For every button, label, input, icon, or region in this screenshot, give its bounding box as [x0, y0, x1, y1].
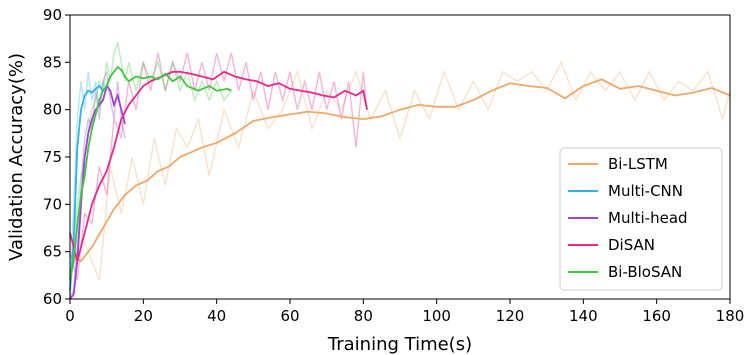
series-line-disan — [69, 70, 368, 265]
legend-label-disan: DiSAN — [608, 236, 655, 254]
x-tick-label: 60 — [280, 307, 299, 325]
legend-box — [559, 147, 723, 291]
y-tick-label: 65 — [43, 243, 62, 261]
x-tick-label: 20 — [134, 307, 153, 325]
smoothed-series-layer — [69, 65, 731, 300]
series-line-bi-lstm — [69, 78, 731, 263]
x-tick-label: 120 — [496, 307, 525, 325]
y-tick-label: 85 — [43, 53, 62, 71]
y-tick-label: 70 — [43, 195, 62, 213]
axis-ticks: 0 20 40 60 80 100 120 140 160 180 60 65 70 75 80 85 90 — [43, 6, 744, 325]
y-axis-label: Validation Accuracy(%) — [6, 53, 27, 261]
legend-label-bi-lstm: Bi-LSTM — [608, 155, 668, 173]
series-line-bi-blosan — [69, 65, 232, 281]
legend-label-multi-cnn: Multi-CNN — [608, 182, 683, 200]
y-tick-label: 75 — [43, 148, 62, 166]
y-tick-label: 60 — [43, 290, 62, 308]
legend-label-multi-head: Multi-head — [608, 209, 688, 227]
x-tick-label: 100 — [422, 307, 451, 325]
x-tick-label: 80 — [354, 307, 373, 325]
x-tick-label: 0 — [65, 307, 75, 325]
series-line-multi-cnn — [69, 84, 108, 290]
raw-line-multi-cnn — [69, 71, 108, 300]
x-axis-label: Training Time(s) — [327, 334, 472, 355]
y-tick-label: 80 — [43, 101, 62, 119]
x-tick-label: 180 — [716, 307, 745, 325]
y-tick-label: 90 — [43, 6, 62, 24]
x-tick-label: 160 — [642, 307, 671, 325]
raw-line-bi-blosan — [69, 40, 232, 300]
legend: Bi-LSTM Multi-CNN Multi-head DiSAN Bi-BloSAN — [559, 147, 723, 291]
x-tick-label: 140 — [569, 307, 598, 325]
raw-line-disan — [69, 52, 368, 281]
raw-line-bi-lstm — [69, 60, 731, 281]
x-tick-label: 40 — [207, 307, 226, 325]
legend-label-bi-blosan: Bi-BloSAN — [608, 263, 682, 281]
